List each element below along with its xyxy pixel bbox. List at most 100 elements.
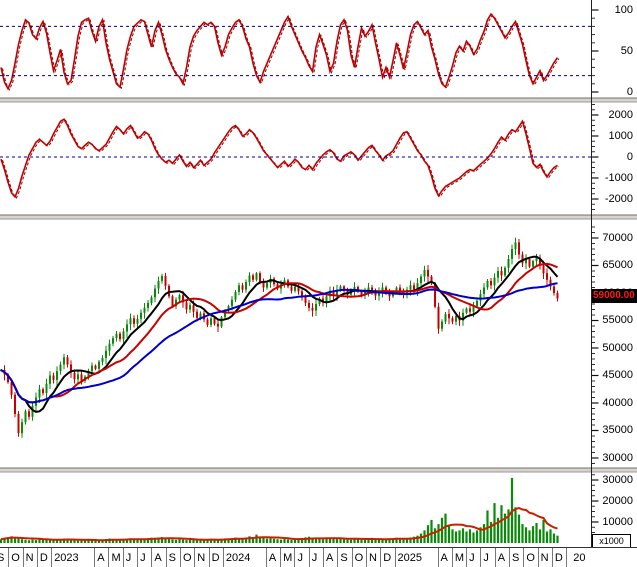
volume-bar xyxy=(293,539,297,543)
volume-bar xyxy=(384,539,388,543)
candle-body xyxy=(87,371,90,377)
candle-body xyxy=(220,317,223,327)
y-tick-label: 40000 xyxy=(602,396,633,409)
volume-bar xyxy=(87,539,90,543)
volume-bar xyxy=(283,539,286,543)
timeline-month-label: D xyxy=(210,548,224,567)
timeline-year-label: 2025 xyxy=(396,548,439,567)
candle-body xyxy=(476,300,478,307)
candle-body xyxy=(423,269,426,277)
candle-body xyxy=(504,267,506,276)
timeline-month-label: O xyxy=(524,548,539,567)
candle-body xyxy=(182,295,184,303)
volume-bar xyxy=(465,531,468,543)
candle-body xyxy=(511,249,513,259)
volume-bar xyxy=(395,537,398,543)
candle-body xyxy=(371,287,373,292)
volume-bar xyxy=(314,538,318,543)
candle-body xyxy=(297,286,300,292)
volume-bar xyxy=(318,539,321,543)
candle-body xyxy=(122,331,125,340)
volume-bar xyxy=(62,538,66,543)
candle-body xyxy=(441,321,443,329)
panel-momentum_oscillator xyxy=(0,118,560,199)
candle-body xyxy=(129,318,132,325)
candle-body xyxy=(290,286,293,291)
candle-body xyxy=(241,285,244,290)
volume-bar xyxy=(3,537,6,543)
candle-body xyxy=(357,286,359,292)
volume-bar xyxy=(300,537,304,543)
candle-body xyxy=(217,323,219,327)
candle-body xyxy=(224,310,226,318)
candle-body xyxy=(535,257,538,262)
candle-body xyxy=(325,296,328,303)
candle-body xyxy=(227,306,230,311)
candle-body xyxy=(94,365,97,369)
volume-bar xyxy=(188,539,192,543)
volume-bar xyxy=(129,538,132,543)
volume-bar xyxy=(370,538,374,543)
candle-body xyxy=(385,287,387,293)
volume-bar xyxy=(34,540,38,543)
timeline-month-label: J xyxy=(124,548,139,567)
volume-bar xyxy=(146,538,150,543)
timeline-month-label: J xyxy=(481,548,496,567)
volume-bar xyxy=(437,524,440,543)
candle-body xyxy=(553,286,555,293)
timeline-month-label: O xyxy=(181,548,196,567)
candle-body xyxy=(31,405,34,417)
volume-bar xyxy=(227,538,230,543)
volume-bar xyxy=(339,537,342,543)
candle-body xyxy=(49,375,51,384)
y-tick-label: -2000 xyxy=(604,192,633,205)
volume-bar xyxy=(216,539,220,543)
volume-bar xyxy=(496,517,500,543)
candle-body xyxy=(178,295,181,300)
timeline-month-label: S xyxy=(510,548,525,567)
candle-body xyxy=(483,287,485,295)
candle-body xyxy=(52,375,55,380)
candle-body xyxy=(66,357,69,365)
candle-body xyxy=(70,364,72,373)
volume-bar xyxy=(286,539,290,543)
volume-bar xyxy=(346,539,349,543)
panel-separator xyxy=(0,97,637,103)
volume-bar xyxy=(391,538,395,543)
y-tick-label: 65000 xyxy=(602,259,633,271)
volume-bar xyxy=(332,538,335,543)
volume-bar xyxy=(118,540,122,543)
candle-body xyxy=(311,307,314,311)
timeline-month-label: J xyxy=(310,548,325,567)
candle-body xyxy=(63,357,65,365)
candle-body xyxy=(133,318,135,324)
candle-body xyxy=(101,357,104,362)
volume-bar xyxy=(479,527,482,543)
candle-body xyxy=(413,285,415,290)
candle-body xyxy=(248,275,251,282)
volume-bar xyxy=(132,539,136,543)
volume-bar xyxy=(265,538,269,543)
candle-body xyxy=(497,271,499,278)
volume-bar xyxy=(269,538,272,543)
candle-body xyxy=(234,291,237,300)
volume-bar xyxy=(377,539,381,543)
volume-bar xyxy=(55,539,59,543)
volume-bar xyxy=(241,538,244,543)
timeline-month-label: S xyxy=(338,548,353,567)
volume-bar xyxy=(482,524,486,543)
y-tick-label: 45000 xyxy=(602,369,633,381)
candle-body xyxy=(364,290,366,296)
candle-body xyxy=(318,298,321,304)
timeline-axis[interactable]: SOND2023AMJJASOND2024AMJJASOND2025AMJJAS… xyxy=(0,547,637,567)
volume-bar xyxy=(262,537,265,543)
volume-bar xyxy=(405,538,409,543)
volume-bar xyxy=(66,539,69,543)
candle-body xyxy=(546,273,548,280)
candle-body xyxy=(521,254,524,264)
volume-bar xyxy=(475,530,479,543)
volume-bar xyxy=(73,540,76,543)
timeline-month-label: A xyxy=(439,548,453,567)
